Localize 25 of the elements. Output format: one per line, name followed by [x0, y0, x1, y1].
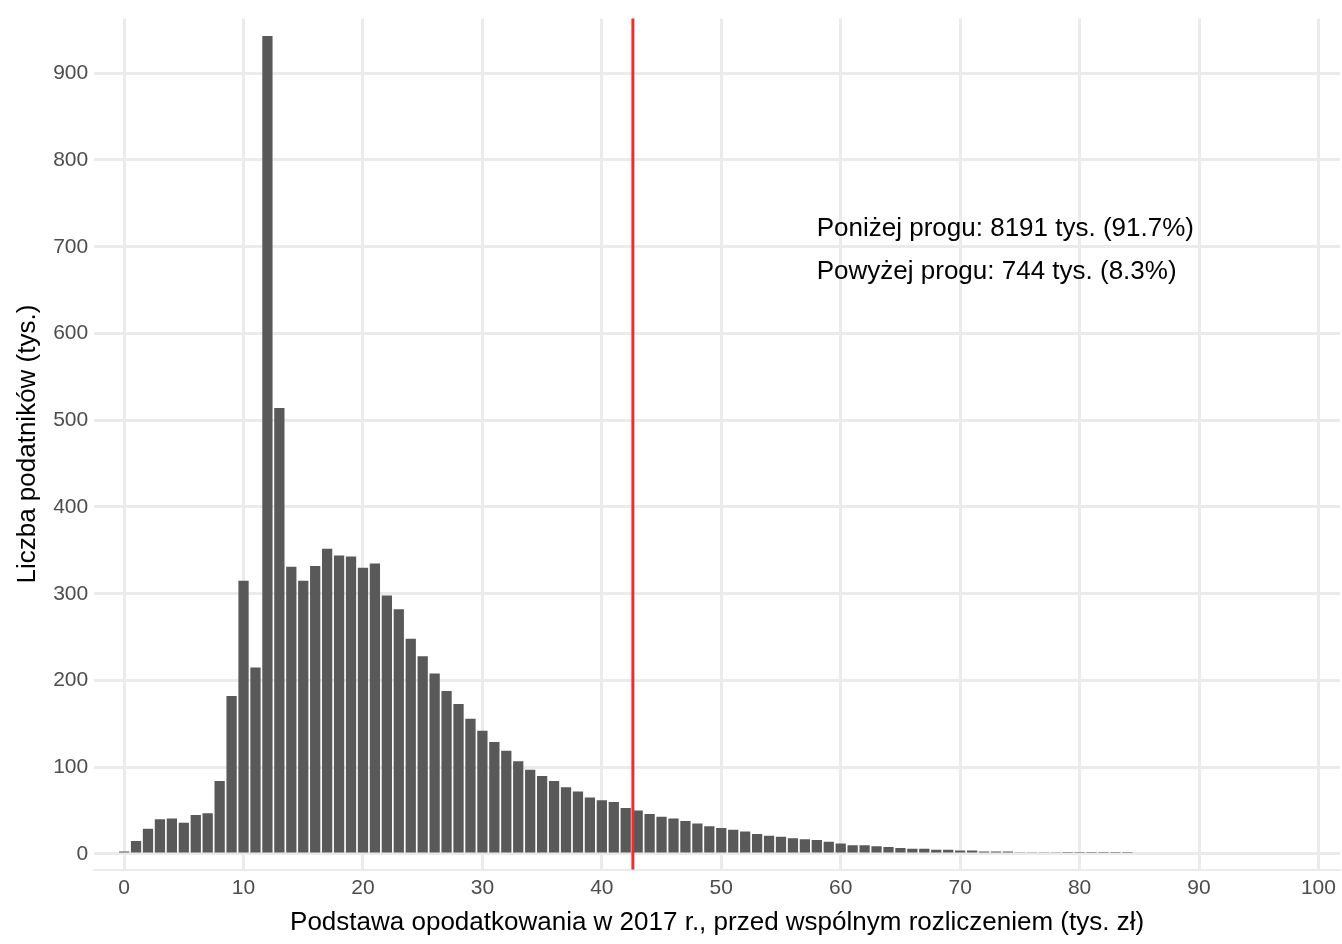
- y-tick-label: 0: [76, 840, 89, 864]
- x-tick-label: 60: [829, 875, 853, 898]
- y-tick-label: 200: [53, 667, 89, 691]
- y-tick-label: 400: [53, 493, 89, 517]
- x-tick-label: 50: [709, 875, 733, 898]
- x-tick-label: 70: [948, 875, 972, 898]
- x-tick-label: 80: [1067, 875, 1092, 898]
- y-tick-label: 700: [53, 233, 89, 257]
- y-tick-label: 800: [53, 146, 89, 170]
- x-tick-label: 10: [231, 875, 256, 898]
- y-tick-label: 100: [53, 754, 89, 778]
- x-tick-label: 90: [1187, 875, 1211, 898]
- x-tick-label: 0: [118, 875, 130, 898]
- annotation: Powyżej progu: 744 tys. (8.3%): [816, 254, 1177, 285]
- y-axis-title: Liczba podatników (tys.): [10, 304, 41, 584]
- x-tick-label: 40: [590, 875, 614, 898]
- x-axis-title: Podstawa opodatkowania w 2017 r., przed wspólnym rozliczeniem (tys. zł): [290, 905, 1145, 936]
- annotation: Poniżej progu: 8191 tys. (91.7%): [816, 211, 1194, 242]
- x-tick-label: 30: [470, 875, 495, 898]
- y-tick-label: 500: [53, 407, 89, 431]
- y-tick-label: 300: [53, 580, 89, 604]
- x-tick-label: 100: [1300, 875, 1336, 898]
- y-tick-label: 600: [53, 320, 89, 344]
- x-tick-label: 20: [351, 875, 375, 898]
- y-tick-label: 900: [53, 60, 89, 84]
